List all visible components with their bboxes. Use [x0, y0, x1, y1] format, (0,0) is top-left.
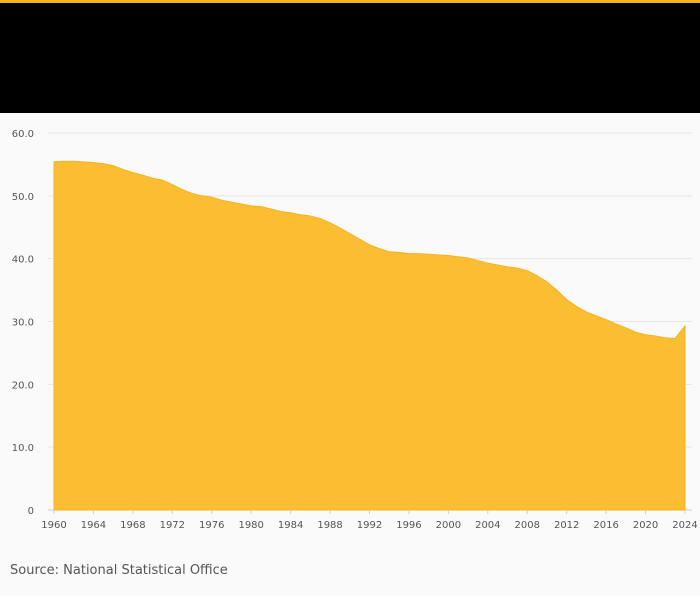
area-chart: 0 10.0 20.0 30.0 40.0 50.0 60.0 1960 1964 1968 19… — [0, 113, 700, 543]
y-tick-label: 20.0 — [12, 380, 34, 391]
y-tick-label: 40.0 — [12, 255, 34, 266]
x-tick-label: 2000 — [436, 520, 461, 531]
top-accent-bar — [0, 0, 700, 3]
source-note: Source: National Statistical Office — [10, 563, 228, 578]
x-tick-label: 2020 — [633, 520, 658, 531]
x-tick-label: 2024 — [672, 520, 697, 531]
x-tick-label: 1988 — [317, 520, 342, 531]
y-tick-label: 0 — [28, 506, 34, 517]
y-tick-label: 50.0 — [12, 192, 34, 203]
y-tick-label: 10.0 — [12, 443, 34, 454]
x-tick-label: 1996 — [396, 520, 421, 531]
y-tick-label: 60.0 — [12, 129, 34, 140]
x-tick-label: 1960 — [41, 520, 66, 531]
x-tick-label: 1964 — [81, 520, 106, 531]
x-tick-label: 1976 — [199, 520, 224, 531]
area-series — [53, 160, 686, 511]
x-tick-label: 1968 — [120, 520, 145, 531]
x-tick-label: 2012 — [554, 520, 579, 531]
x-tick-label: 1980 — [238, 520, 263, 531]
x-tick-label: 2008 — [515, 520, 540, 531]
chart-svg: 010.020.030.040.050.060.0 1960 1964 1968 19… — [12, 129, 698, 531]
x-tick-label: 1984 — [278, 520, 303, 531]
y-tick-label: 30.0 — [12, 318, 34, 329]
x-tick-label: 2016 — [593, 520, 618, 531]
y-axis-ticks: 0 10.0 20.0 30.0 40.0 50.0 60.0 — [12, 129, 34, 517]
x-tick-label: 1992 — [357, 520, 382, 531]
x-axis-ticks: 1960 1964 1968 1972 1976 1980 1984 1988 1992 1996… — [41, 510, 698, 531]
x-tick-label: 2004 — [475, 520, 500, 531]
header-band — [0, 3, 700, 113]
x-tick-label: 1972 — [160, 520, 185, 531]
